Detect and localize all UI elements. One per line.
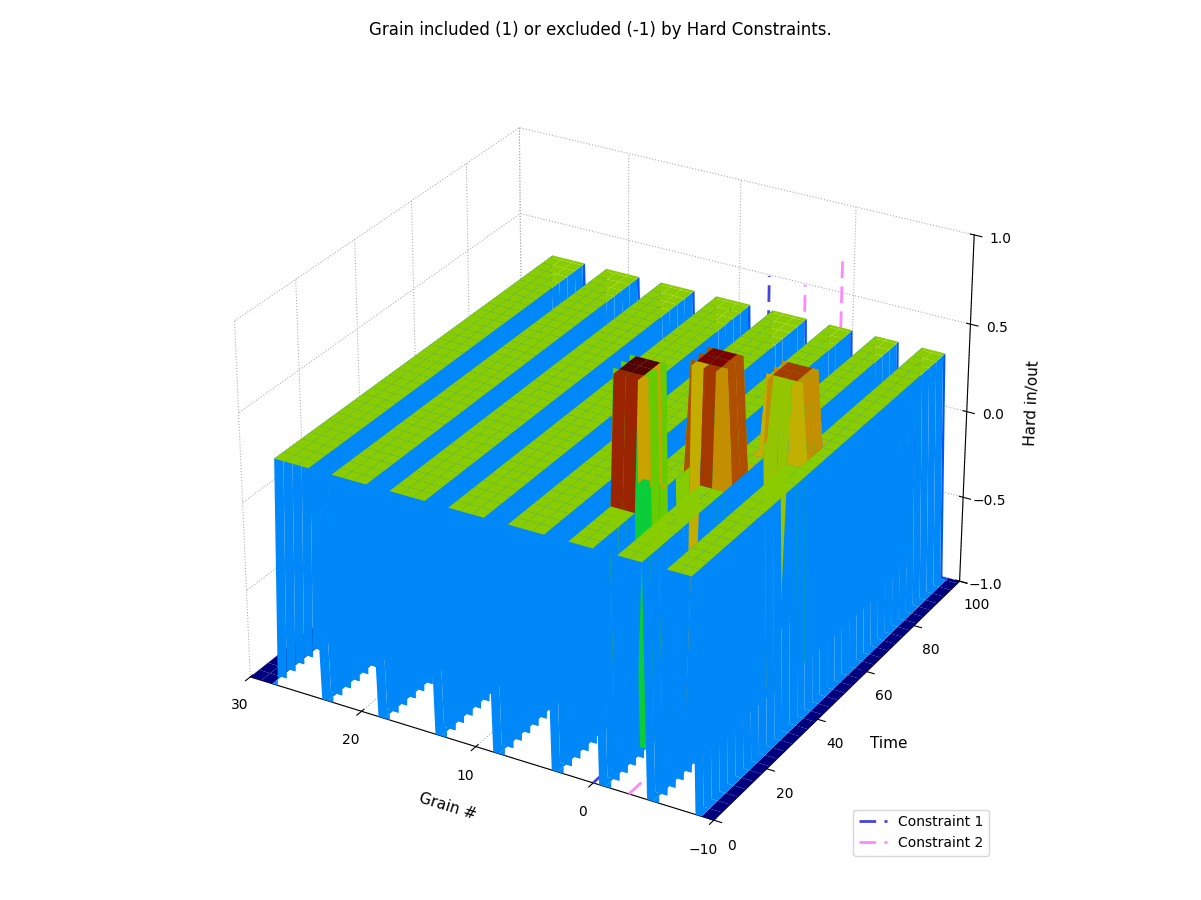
X-axis label: Grain #: Grain # bbox=[417, 791, 478, 823]
Title: Grain included (1) or excluded (-1) by Hard Constraints.: Grain included (1) or excluded (-1) by H… bbox=[369, 21, 832, 39]
Legend: Constraint 1, Constraint 2: Constraint 1, Constraint 2 bbox=[854, 810, 988, 856]
Y-axis label: Time: Time bbox=[871, 736, 908, 751]
